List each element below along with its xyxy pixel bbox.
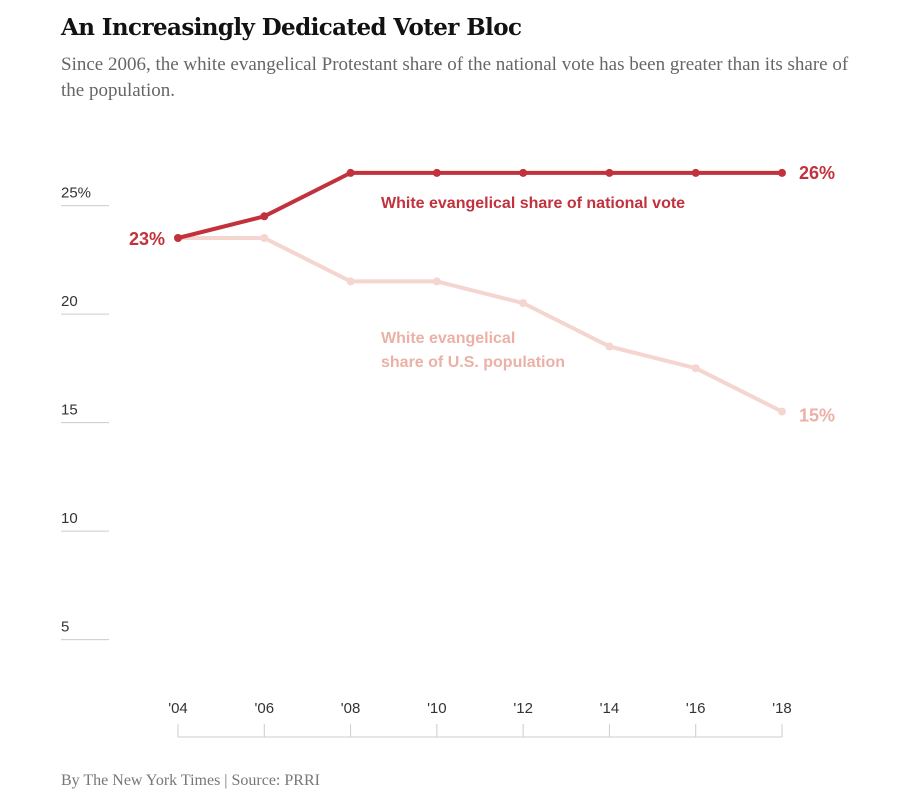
population-share-line [178,236,783,414]
vote-series-label: White evangelical share of national vote [381,195,685,212]
vote-share-point [691,168,700,177]
chart-title: An Increasingly Dedicated Voter Bloc [61,14,522,41]
population-share-point [778,407,786,416]
population-end-label: 15% [799,406,835,426]
x-axis: '04 '06 '08 '10 '12 '14 '16 '18 [168,700,792,738]
chart-subtitle: Since 2006, the white evangelical Protes… [61,54,849,101]
vote-share-point [174,234,182,242]
population-share-point [519,299,528,308]
population-series-label: White evangelical [381,330,515,347]
source-credit: By The New York Times | Source: PRRI [61,772,320,789]
x-tick-label: '06 [255,700,275,717]
x-tick-label: '10 [427,700,447,717]
y-tick-label: 20 [61,293,78,310]
annotations: 23% 26% 15% White evangelical share of nati… [129,163,835,426]
population-series-label: share of U.S. population [381,354,565,371]
vote-share-point [432,168,441,177]
vote-share-point [260,212,269,221]
x-tick-label: '14 [600,700,620,717]
vote-share-point [519,168,528,177]
x-tick-label: '04 [168,700,188,717]
x-tick-label: '16 [686,700,706,717]
vote-start-label: 23% [129,229,165,249]
y-tick-label: 15 [61,402,78,419]
vote-share-line [177,170,782,240]
population-share-point [432,277,441,286]
y-tick-label: 5 [61,619,69,636]
vote-share-point [605,168,614,177]
y-axis: 5 10 15 20 25% [61,185,109,641]
x-tick-label: '12 [513,700,533,717]
x-tick-label: '08 [341,700,361,717]
y-tick-label: 25% [61,185,91,202]
population-share-point [691,364,700,373]
vote-share-point [778,168,786,177]
population-share-point [605,342,614,351]
population-share-point [260,234,269,242]
x-tick-label: '18 [772,700,792,717]
vote-end-label: 26% [799,163,835,183]
population-share-point [346,277,355,286]
vote-share-point [346,168,355,177]
y-tick-label: 10 [61,510,78,527]
plot-area [174,168,786,416]
